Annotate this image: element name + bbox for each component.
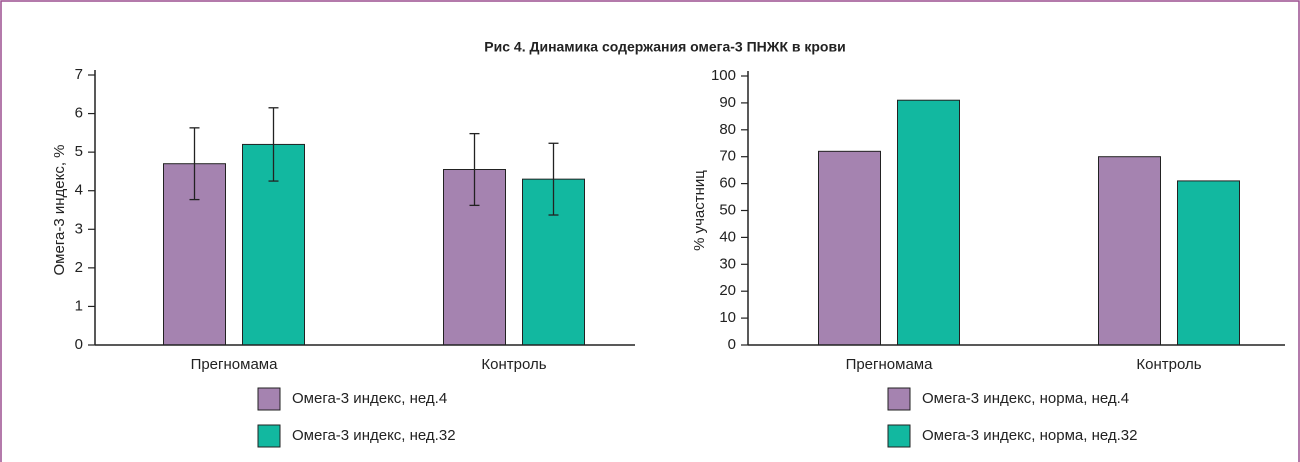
y-tick-label: 50 — [719, 201, 736, 218]
y-tick-label: 0 — [728, 336, 736, 353]
y-axis-label: % участниц — [691, 170, 708, 251]
legend-label: Омега-3 индекс, нед.4 — [292, 390, 447, 407]
y-tick-label: 2 — [75, 259, 83, 276]
legend-swatch — [887, 424, 911, 448]
y-tick-label: 1 — [75, 297, 83, 314]
y-tick-label: 10 — [719, 309, 736, 326]
y-tick-label: 0 — [75, 336, 83, 353]
legend-swatch — [887, 387, 911, 411]
legend-swatch — [257, 387, 281, 411]
y-tick-label: 5 — [75, 143, 83, 160]
y-tick-label: 60 — [719, 175, 736, 192]
legend-swatch — [257, 424, 281, 448]
y-axis-label: Омега-3 индекс, % — [51, 145, 68, 276]
bar — [818, 150, 881, 346]
legend-label: Омега-3 индекс, нед.32 — [292, 427, 456, 444]
x-tick-label: Прегномама — [191, 356, 279, 373]
y-tick-label: 20 — [719, 282, 736, 299]
bar — [1098, 156, 1161, 346]
y-tick-label: 40 — [719, 228, 736, 245]
bar — [1177, 180, 1240, 346]
y-tick-label: 30 — [719, 255, 736, 272]
y-tick-label: 100 — [711, 67, 736, 84]
y-tick-label: 70 — [719, 148, 736, 165]
legend-label: Омега-3 индекс, норма, нед.4 — [922, 390, 1129, 407]
y-tick-label: 3 — [75, 220, 83, 237]
x-tick-label: Прегномама — [846, 356, 934, 373]
y-tick-label: 80 — [719, 121, 736, 138]
y-tick-label: 6 — [75, 105, 83, 122]
y-tick-label: 7 — [75, 66, 83, 83]
bar — [897, 99, 960, 346]
legend-label: Омега-3 индекс, норма, нед.32 — [922, 427, 1138, 444]
y-tick-label: 90 — [719, 94, 736, 111]
y-tick-label: 4 — [75, 182, 83, 199]
figure-title: Рис 4. Динамика содержания омега-3 ПНЖК … — [484, 39, 845, 55]
x-tick-label: Контроль — [481, 356, 546, 373]
x-tick-label: Контроль — [1136, 356, 1201, 373]
